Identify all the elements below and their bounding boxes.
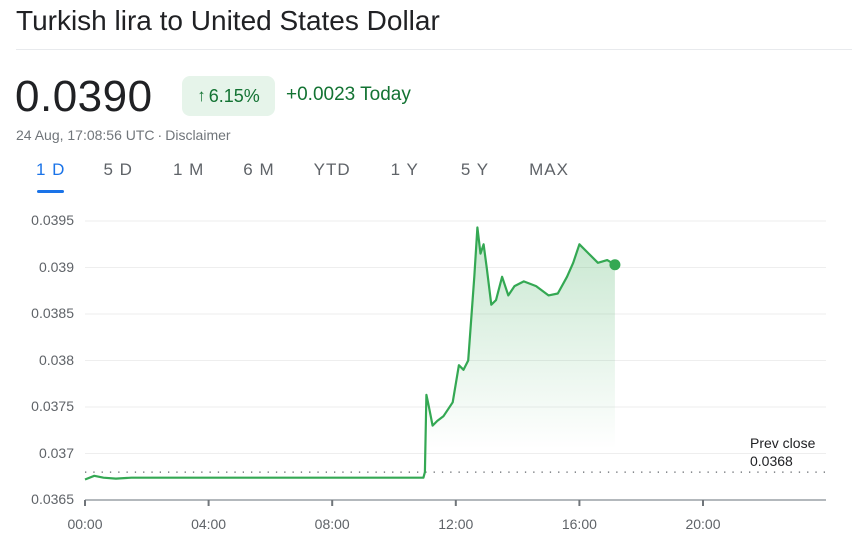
prev-close-label: Prev close 0.0368	[750, 434, 815, 470]
change-percent-badge: ↑ 6.15%	[182, 76, 275, 116]
page-title: Turkish lira to United States Dollar	[16, 5, 440, 36]
x-tick-label: 20:00	[685, 516, 721, 532]
y-tick-label: 0.0375	[31, 398, 74, 414]
quote-timestamp-line: 24 Aug, 17:08:56 UTC · Disclaimer	[16, 127, 231, 143]
current-price: 0.0390	[15, 72, 153, 121]
chart-canvas[interactable]	[0, 200, 852, 542]
tab-ytd[interactable]: YTD	[313, 160, 351, 179]
tab-max[interactable]: MAX	[529, 160, 569, 179]
y-tick-label: 0.039	[38, 258, 74, 275]
price-line	[84, 226, 616, 481]
price-chart[interactable]: 0.0395 0.039 0.0385 0.038 0.0375 0.037 0.0365 …	[0, 200, 852, 542]
tab-5d[interactable]: 5 D	[103, 160, 133, 179]
tab-5y[interactable]: 5 Y	[460, 160, 490, 179]
y-tick-label: 0.0395	[31, 212, 74, 228]
x-tick-label: 08:00	[314, 516, 350, 532]
x-tick-label: 00:00	[67, 516, 103, 532]
x-tick-label: 16:00	[561, 516, 597, 532]
current-point-marker	[609, 259, 621, 271]
x-tick-label: 12:00	[438, 516, 474, 532]
tab-1y[interactable]: 1 Y	[390, 160, 419, 179]
timestamp: 24 Aug, 17:08:56 UTC	[16, 127, 155, 143]
tab-1d[interactable]: 1 D	[36, 157, 65, 193]
tab-1m[interactable]: 1 M	[172, 160, 205, 179]
change-absolute: +0.0023 Today	[286, 84, 411, 105]
range-tabs: 1 D 5 D 1 M 6 M YTD 1 Y 5 Y MAX	[28, 157, 569, 193]
y-tick-label: 0.0385	[31, 305, 74, 321]
disclaimer-link[interactable]: Disclaimer	[165, 127, 231, 143]
y-tick-label: 0.0365	[31, 491, 74, 507]
y-tick-label: 0.037	[38, 444, 74, 461]
x-tick-label: 04:00	[191, 516, 227, 532]
prev-close-title: Prev close	[750, 435, 816, 451]
header-divider	[16, 49, 852, 50]
change-percent: 6.15%	[208, 85, 260, 106]
area-fill	[427, 227, 615, 449]
prev-close-value: 0.0368	[750, 453, 793, 469]
separator: ·	[157, 127, 163, 143]
tab-6m[interactable]: 6 M	[243, 160, 275, 179]
y-tick-label: 0.038	[38, 351, 74, 368]
arrow-up-icon: ↑	[197, 86, 206, 105]
